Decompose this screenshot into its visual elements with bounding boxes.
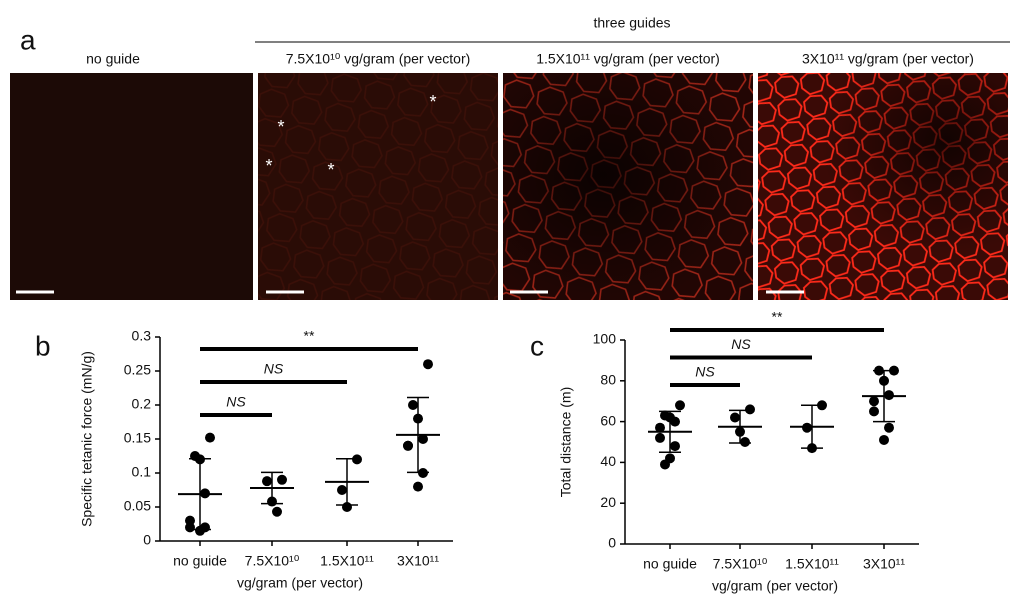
- y-tick-label: 20: [600, 494, 616, 510]
- significance-label: **: [304, 328, 315, 344]
- significance-label: NS: [695, 364, 715, 380]
- x-axis-label: vg/gram (per vector): [712, 578, 838, 594]
- data-point: [884, 390, 894, 401]
- data-point: [277, 474, 287, 485]
- data-point: [418, 434, 428, 444]
- data-point: [740, 437, 750, 447]
- image-title: no guide: [86, 51, 140, 67]
- image-title: 3X10¹¹ vg/gram (per vector): [802, 51, 974, 67]
- annotation: *: [429, 92, 436, 112]
- significance-label: NS: [264, 361, 284, 377]
- significance-label: **: [772, 309, 783, 325]
- x-tick-label: 7.5X10¹⁰: [245, 553, 300, 569]
- data-point: [403, 440, 413, 451]
- panel-label: b: [35, 330, 51, 361]
- data-point: [745, 404, 755, 415]
- data-point: [675, 400, 685, 411]
- micrograph: [503, 73, 753, 300]
- x-tick-label: no guide: [173, 553, 227, 569]
- data-point: [655, 432, 665, 443]
- x-tick-label: 3X10¹¹: [863, 556, 905, 572]
- image-title: 1.5X10¹¹ vg/gram (per vector): [536, 51, 720, 67]
- data-point: [869, 396, 879, 407]
- data-point: [185, 522, 195, 533]
- y-tick-label: 0.2: [132, 396, 152, 412]
- data-point: [670, 441, 680, 452]
- y-tick-label: 0.15: [124, 430, 151, 446]
- y-tick-label: 100: [593, 331, 617, 347]
- data-point: [869, 406, 879, 417]
- data-point: [413, 481, 423, 492]
- micrograph: [10, 73, 253, 300]
- data-point: [884, 422, 894, 433]
- data-point: [670, 416, 680, 427]
- y-tick-label: 40: [600, 453, 616, 469]
- x-tick-label: 7.5X10¹⁰: [713, 556, 768, 572]
- y-axis-label: Total distance (m): [558, 387, 574, 497]
- y-tick-label: 0.25: [124, 362, 151, 378]
- x-tick-label: no guide: [643, 556, 697, 572]
- x-tick-label: 1.5X10¹¹: [785, 556, 839, 572]
- panel-label: c: [530, 330, 544, 361]
- group-label: three guides: [593, 15, 670, 31]
- y-tick-label: 60: [600, 412, 616, 428]
- data-point: [408, 400, 418, 410]
- data-point: [272, 506, 282, 517]
- data-point: [423, 359, 433, 370]
- x-axis-label: vg/gram (per vector): [237, 575, 363, 591]
- panel-label: a: [20, 24, 36, 55]
- data-point: [337, 485, 347, 495]
- y-tick-label: 0: [608, 535, 616, 551]
- data-point: [879, 434, 889, 445]
- data-point: [195, 525, 205, 536]
- y-tick-label: 0.05: [124, 498, 151, 514]
- image-title: 7.5X10¹⁰ vg/gram (per vector): [286, 51, 471, 67]
- micrograph: [258, 73, 498, 300]
- y-axis-label: Specific tetanic force (mN/g): [79, 351, 95, 527]
- significance-label: NS: [226, 394, 246, 410]
- y-tick-label: 0: [143, 532, 151, 548]
- annotation: *: [265, 156, 272, 176]
- y-tick-label: 0.3: [132, 328, 152, 344]
- annotation: *: [277, 117, 284, 137]
- x-tick-label: 3X10¹¹: [397, 553, 439, 569]
- data-point: [802, 422, 812, 433]
- y-tick-label: 0.1: [132, 464, 152, 480]
- y-tick-label: 80: [600, 372, 616, 388]
- data-point: [660, 459, 670, 470]
- significance-label: NS: [731, 336, 751, 352]
- data-point: [730, 412, 740, 423]
- micrograph: [758, 73, 1008, 300]
- data-point: [205, 432, 215, 443]
- data-point: [262, 476, 272, 487]
- x-tick-label: 1.5X10¹¹: [320, 553, 374, 569]
- annotation: *: [327, 160, 334, 180]
- data-point: [655, 422, 665, 433]
